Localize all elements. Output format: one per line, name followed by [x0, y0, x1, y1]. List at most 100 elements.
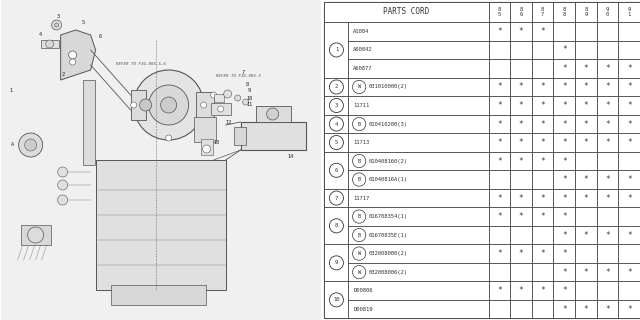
Bar [554, 281, 575, 300]
Circle shape [330, 80, 344, 94]
Bar [488, 300, 510, 318]
Circle shape [58, 180, 68, 190]
Circle shape [223, 90, 232, 98]
Text: *: * [562, 119, 566, 129]
Bar [532, 22, 554, 41]
Circle shape [330, 293, 344, 307]
Bar [596, 152, 618, 170]
Circle shape [58, 167, 68, 177]
Bar [510, 244, 532, 263]
Circle shape [330, 219, 344, 233]
Bar [532, 2, 554, 22]
Text: A: A [11, 142, 14, 148]
Text: 4: 4 [39, 33, 42, 37]
Circle shape [70, 59, 76, 65]
Bar [596, 281, 618, 300]
Bar [532, 263, 554, 281]
Circle shape [330, 191, 344, 205]
Bar [488, 115, 510, 133]
Bar [510, 41, 532, 59]
Text: 010410200(3): 010410200(3) [369, 122, 407, 126]
Bar [95, 160, 226, 290]
Bar [348, 207, 488, 226]
Text: 5: 5 [335, 140, 338, 145]
Text: *: * [519, 83, 524, 92]
Circle shape [58, 195, 68, 205]
Bar [575, 133, 596, 152]
Bar [618, 133, 640, 152]
Bar [618, 41, 640, 59]
Text: *: * [562, 156, 566, 165]
Text: *: * [562, 194, 566, 203]
Circle shape [353, 266, 366, 279]
Text: *: * [584, 175, 588, 184]
Text: *: * [605, 64, 610, 73]
Bar [532, 189, 554, 207]
Circle shape [52, 20, 61, 30]
Bar [196, 92, 214, 118]
Text: *: * [584, 138, 588, 147]
Text: 010408160(2): 010408160(2) [369, 158, 407, 164]
Text: *: * [540, 119, 545, 129]
Bar [234, 127, 246, 145]
Text: *: * [497, 101, 502, 110]
Circle shape [25, 139, 36, 151]
Bar [510, 300, 532, 318]
Bar [596, 263, 618, 281]
Circle shape [68, 51, 77, 59]
Bar [596, 226, 618, 244]
Bar [488, 207, 510, 226]
Bar [618, 170, 640, 189]
Text: 9: 9 [248, 89, 252, 93]
Circle shape [330, 99, 344, 113]
Text: 11711: 11711 [353, 103, 369, 108]
Circle shape [19, 133, 43, 157]
Text: D00806: D00806 [353, 288, 372, 293]
Text: 6: 6 [99, 35, 102, 39]
Bar [488, 22, 510, 41]
Bar [348, 59, 488, 78]
Text: *: * [519, 286, 524, 295]
Text: *: * [497, 286, 502, 295]
Text: *: * [497, 27, 502, 36]
Text: 12: 12 [225, 121, 232, 125]
Circle shape [243, 99, 248, 105]
Bar [618, 263, 640, 281]
Bar [596, 189, 618, 207]
Text: *: * [605, 83, 610, 92]
Bar [510, 207, 532, 226]
Circle shape [353, 210, 366, 223]
Text: B: B [358, 233, 361, 237]
Text: 6: 6 [335, 168, 338, 173]
Bar [596, 41, 618, 59]
Text: 11: 11 [246, 102, 253, 108]
Bar [488, 78, 510, 96]
Bar [20, 225, 51, 245]
Circle shape [131, 102, 137, 108]
Bar [324, 281, 348, 318]
Bar [348, 263, 488, 281]
Bar [532, 207, 554, 226]
Circle shape [330, 256, 344, 270]
Circle shape [330, 135, 344, 149]
Text: *: * [562, 138, 566, 147]
Bar [532, 244, 554, 263]
Bar [348, 170, 488, 189]
Bar [554, 2, 575, 22]
Bar [575, 189, 596, 207]
Bar [618, 22, 640, 41]
Bar [575, 263, 596, 281]
Text: *: * [519, 138, 524, 147]
Bar [554, 152, 575, 170]
Bar [596, 133, 618, 152]
Bar [348, 226, 488, 244]
Bar [348, 189, 488, 207]
Text: *: * [584, 194, 588, 203]
Text: 8
8: 8 8 [563, 7, 566, 17]
Bar [596, 2, 618, 22]
Bar [554, 133, 575, 152]
Text: B: B [358, 158, 361, 164]
Bar [532, 59, 554, 78]
Circle shape [353, 117, 366, 131]
Bar [618, 244, 640, 263]
